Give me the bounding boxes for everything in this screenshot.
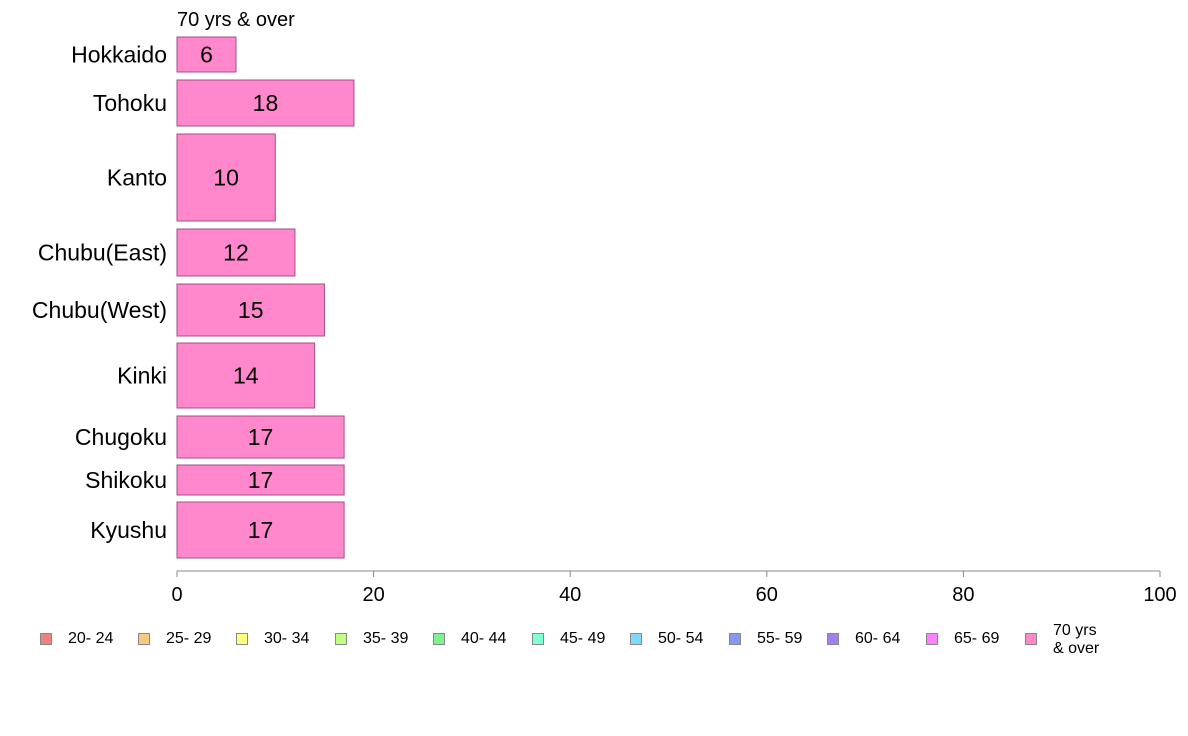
legend-item: 20- 24: [40, 622, 113, 648]
legend-item: 40- 44: [433, 622, 506, 648]
legend-label: 20- 24: [68, 630, 114, 647]
category-label: Shikoku: [85, 467, 167, 493]
bar-hokkaido: [176, 36, 237, 73]
legend-item: 60- 64: [827, 622, 900, 648]
legend-item: 55- 59: [729, 622, 802, 648]
category-label: Kinki: [117, 363, 167, 389]
bar-value-label: 15: [238, 297, 264, 323]
category-label: Chubu(West): [32, 297, 167, 323]
legend-item: 65- 69: [926, 622, 999, 648]
legend-swatch: [532, 633, 544, 645]
legend-label: 30- 34: [264, 630, 310, 647]
legend-label: 55- 59: [757, 630, 803, 647]
bar-chugoku: [176, 415, 345, 459]
category-label: Tohoku: [93, 90, 167, 116]
bar-value-label: 17: [248, 424, 274, 450]
legend-label: 35- 39: [363, 630, 409, 647]
legend-swatch: [335, 633, 347, 645]
legend-label: 70 yrs & over: [1053, 622, 1100, 657]
bar-value-label: 14: [233, 363, 259, 389]
x-tick-label: 20: [362, 584, 384, 606]
legend-swatch: [138, 633, 150, 645]
legend-item: 70 yrs & over: [1025, 622, 1099, 658]
x-tick-label: 80: [952, 584, 974, 606]
legend-item: 45- 49: [532, 622, 605, 648]
bar-value-label: 17: [248, 467, 274, 493]
legend-label: 40- 44: [461, 630, 507, 647]
legend-swatch: [1025, 633, 1037, 645]
category-label: Kanto: [107, 165, 167, 191]
chart-title: 70 yrs & over: [177, 9, 295, 31]
legend-label: 60- 64: [855, 630, 901, 647]
x-tick-label: 100: [1143, 584, 1176, 606]
legend-item: 50- 54: [630, 622, 703, 648]
bar-value-label: 6: [200, 42, 213, 68]
legend-label: 25- 29: [166, 630, 212, 647]
category-label: Chubu(East): [38, 240, 167, 266]
bars-layer: 6 Hokkaido 18 Tohoku 10 Kanto 12 Chubu(East) 15 C…: [32, 36, 355, 559]
legend-swatch: [827, 633, 839, 645]
legend-item: 35- 39: [335, 622, 408, 648]
category-label: Kyushu: [90, 517, 167, 543]
bar-kyushu: [176, 501, 345, 559]
legend-label: 65- 69: [954, 630, 1000, 647]
x-tick-label: 40: [559, 584, 581, 606]
legend-item: 25- 29: [138, 622, 211, 648]
legend-label: 45- 49: [560, 630, 606, 647]
category-label: Hokkaido: [71, 42, 167, 68]
legend-item: 30- 34: [236, 622, 309, 648]
bar-value-label: 18: [253, 90, 279, 116]
bar-chubu-east: [176, 228, 296, 277]
legend-swatch: [236, 633, 248, 645]
bar-kanto: [176, 133, 276, 222]
bar-value-label: 10: [213, 165, 239, 191]
x-tick-label: 60: [756, 584, 778, 606]
x-tick-label: 0: [171, 584, 182, 606]
legend-swatch: [40, 633, 52, 645]
legend-swatch: [729, 633, 741, 645]
bar-chubu-west: [176, 283, 325, 337]
legend-label: 50- 54: [658, 630, 704, 647]
legend-swatch: [630, 633, 642, 645]
legend-swatch: [433, 633, 445, 645]
bar-value-label: 12: [223, 240, 249, 266]
bar-tohoku: [176, 79, 355, 127]
bar-shikoku: [176, 464, 345, 496]
bar-value-label: 17: [248, 517, 274, 543]
category-label: Chugoku: [75, 424, 167, 450]
x-axis: 0 20 40 60 80 100: [171, 570, 1177, 606]
bar-kinki: [176, 342, 316, 409]
legend: 20- 24 25- 29 30- 34 35- 39 40- 44 45- 49 50- …: [40, 622, 1160, 662]
legend-swatch: [926, 633, 938, 645]
